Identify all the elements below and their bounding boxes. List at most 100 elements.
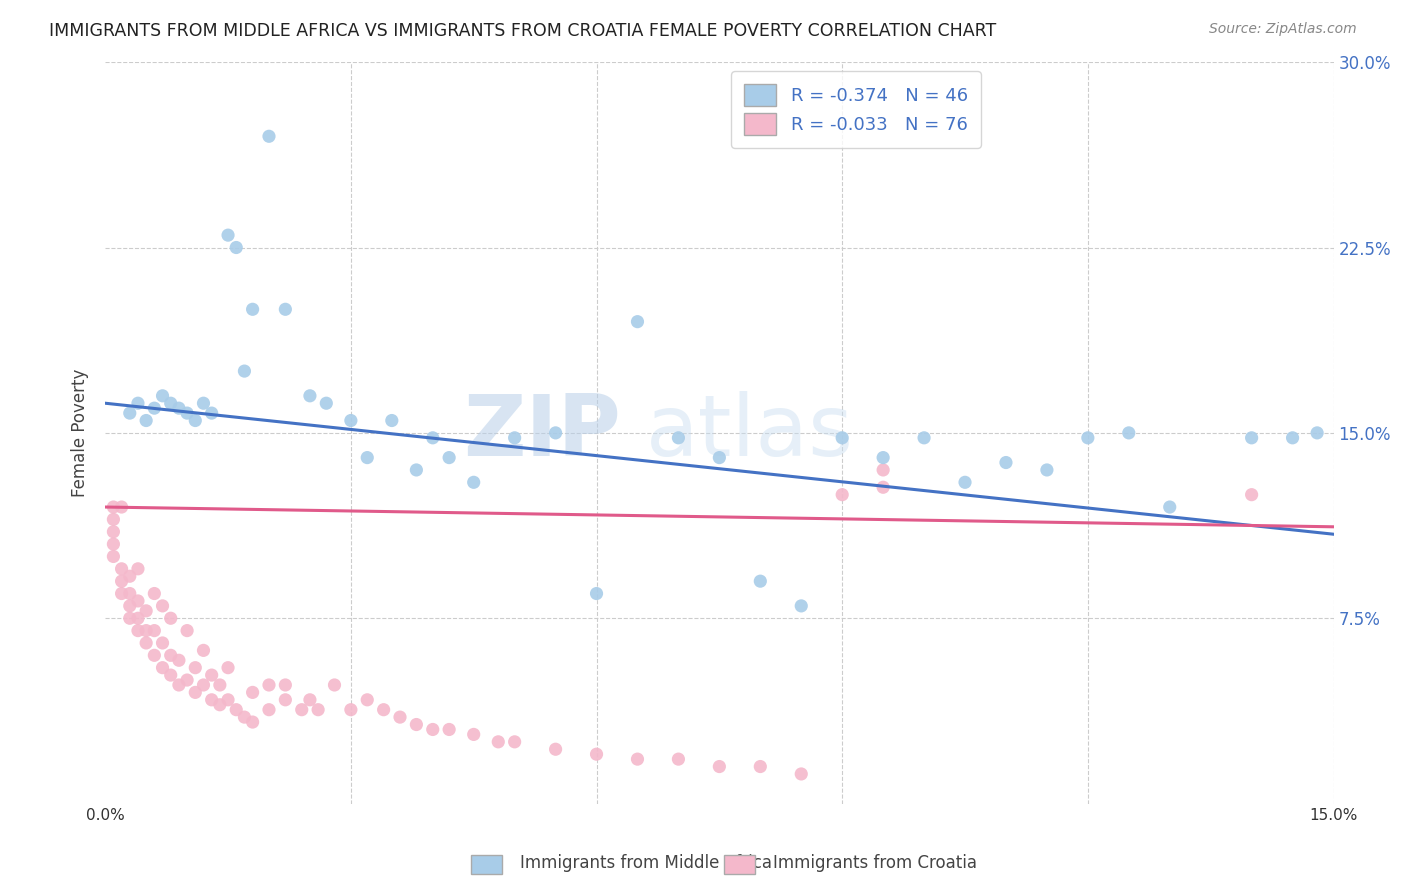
- Point: [373, 703, 395, 717]
- Point: [143, 586, 166, 600]
- Point: [1306, 425, 1329, 440]
- Point: [143, 624, 166, 638]
- Point: [201, 668, 224, 682]
- Point: [709, 450, 731, 465]
- Point: [103, 537, 125, 551]
- Point: [274, 302, 297, 317]
- Text: atlas: atlas: [645, 392, 853, 475]
- Point: [152, 661, 174, 675]
- Point: [184, 661, 207, 675]
- Point: [274, 693, 297, 707]
- Point: [118, 586, 141, 600]
- Point: [356, 450, 378, 465]
- Point: [233, 364, 256, 378]
- Point: [291, 703, 314, 717]
- Point: [103, 500, 125, 514]
- Point: [872, 450, 894, 465]
- Point: [217, 661, 239, 675]
- Point: [340, 413, 363, 427]
- Point: [143, 401, 166, 416]
- Point: [110, 500, 132, 514]
- Point: [1118, 425, 1140, 440]
- Point: [176, 673, 198, 687]
- Point: [135, 413, 157, 427]
- Point: [405, 463, 427, 477]
- Point: [585, 747, 607, 762]
- Point: [159, 611, 181, 625]
- Text: Source: ZipAtlas.com: Source: ZipAtlas.com: [1209, 22, 1357, 37]
- Point: [790, 767, 813, 781]
- Point: [356, 693, 378, 707]
- Point: [110, 586, 132, 600]
- Point: [1036, 463, 1059, 477]
- Point: [152, 389, 174, 403]
- Point: [118, 569, 141, 583]
- Text: Immigrants from Middle Africa: Immigrants from Middle Africa: [520, 855, 772, 872]
- Point: [201, 406, 224, 420]
- Point: [994, 456, 1017, 470]
- Point: [127, 624, 149, 638]
- Point: [486, 735, 509, 749]
- Point: [1240, 488, 1263, 502]
- Point: [298, 389, 321, 403]
- Point: [790, 599, 813, 613]
- Y-axis label: Female Poverty: Female Poverty: [72, 368, 89, 497]
- Point: [1240, 431, 1263, 445]
- Point: [152, 599, 174, 613]
- Point: [405, 717, 427, 731]
- Point: [167, 678, 190, 692]
- Point: [422, 431, 444, 445]
- Point: [152, 636, 174, 650]
- Point: [831, 488, 853, 502]
- Point: [749, 574, 772, 589]
- Point: [127, 594, 149, 608]
- Point: [912, 431, 935, 445]
- Point: [193, 643, 215, 657]
- Point: [307, 703, 329, 717]
- Text: Immigrants from Croatia: Immigrants from Croatia: [773, 855, 977, 872]
- Point: [103, 549, 125, 564]
- Point: [127, 396, 149, 410]
- Point: [159, 396, 181, 410]
- Point: [143, 648, 166, 663]
- Point: [381, 413, 404, 427]
- Point: [872, 463, 894, 477]
- Point: [242, 302, 264, 317]
- Point: [422, 723, 444, 737]
- Point: [1159, 500, 1181, 514]
- Point: [872, 480, 894, 494]
- Point: [176, 406, 198, 420]
- Point: [257, 129, 280, 144]
- Point: [118, 599, 141, 613]
- Point: [217, 228, 239, 243]
- Point: [437, 450, 460, 465]
- Point: [503, 431, 526, 445]
- Point: [953, 475, 976, 490]
- Point: [340, 703, 363, 717]
- Point: [208, 678, 231, 692]
- Point: [257, 703, 280, 717]
- Point: [463, 727, 485, 741]
- Point: [274, 678, 297, 692]
- Point: [626, 315, 648, 329]
- Point: [159, 648, 181, 663]
- Point: [388, 710, 411, 724]
- Point: [110, 562, 132, 576]
- Point: [503, 735, 526, 749]
- Point: [135, 604, 157, 618]
- Point: [167, 653, 190, 667]
- Point: [544, 425, 567, 440]
- Point: [242, 714, 264, 729]
- Point: [585, 586, 607, 600]
- Point: [208, 698, 231, 712]
- Point: [159, 668, 181, 682]
- Point: [217, 693, 239, 707]
- Point: [242, 685, 264, 699]
- Text: IMMIGRANTS FROM MIDDLE AFRICA VS IMMIGRANTS FROM CROATIA FEMALE POVERTY CORRELAT: IMMIGRANTS FROM MIDDLE AFRICA VS IMMIGRA…: [49, 22, 997, 40]
- Point: [1077, 431, 1099, 445]
- Point: [749, 759, 772, 773]
- Point: [225, 240, 247, 254]
- Point: [103, 512, 125, 526]
- Point: [298, 693, 321, 707]
- Point: [118, 406, 141, 420]
